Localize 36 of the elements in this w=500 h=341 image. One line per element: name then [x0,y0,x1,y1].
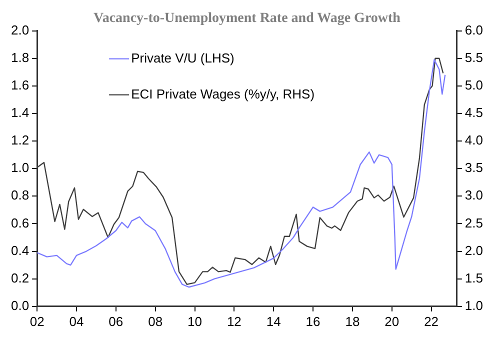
y-tick-label: 0.4 [10,242,30,258]
y2-tick-label: 2.0 [464,242,484,258]
y-tick-label: 0.2 [10,270,30,286]
y2-tick-label: 6.0 [464,22,484,38]
y2-tick-label: 4.5 [464,105,484,120]
y-tick-label: 1.4 [10,105,30,120]
y2-tick-label: 3.0 [464,188,484,203]
x-tick-label: 08 [148,314,163,329]
y-tick-label: 0.0 [10,298,30,313]
legend-label: ECI Private Wages (%y/y, RHS) [131,86,315,102]
y-tick-label: 2.0 [10,22,30,38]
y2-tick-label: 2.5 [464,215,484,230]
y-tick-label: 1.8 [10,50,30,65]
y2-tick-label: 1.5 [464,270,484,286]
y-tick-label: 1.6 [10,78,30,92]
chart-title: Vacancy-to-Unemployment Rate and Wage Growth [94,11,401,26]
x-tick-label: 06 [108,314,124,329]
x-tick-label: 12 [226,314,242,329]
y-tick-label: 1.2 [10,132,30,148]
y2-tick-label: 1.0 [464,298,484,313]
y2-tick-label: 3.5 [464,160,484,176]
y2-tick-label: 5.5 [464,50,484,65]
y-tick-label: 1.0 [10,160,30,176]
x-tick-label: 02 [30,314,44,329]
y-tick-label: 0.6 [10,215,30,230]
legend-label: Private V/U (LHS) [131,50,234,66]
x-tick-label: 18 [345,314,360,329]
y2-tick-label: 4.0 [464,132,484,148]
y2-tick-label: 5.0 [464,78,484,92]
x-tick-label: 14 [266,314,281,329]
x-tick-label: 10 [188,314,202,329]
x-tick-label: 22 [424,314,439,329]
x-tick-label: 20 [384,314,400,329]
x-tick-label: 16 [306,314,320,329]
x-tick-label: 04 [69,314,84,329]
y-tick-label: 0.8 [10,188,30,203]
